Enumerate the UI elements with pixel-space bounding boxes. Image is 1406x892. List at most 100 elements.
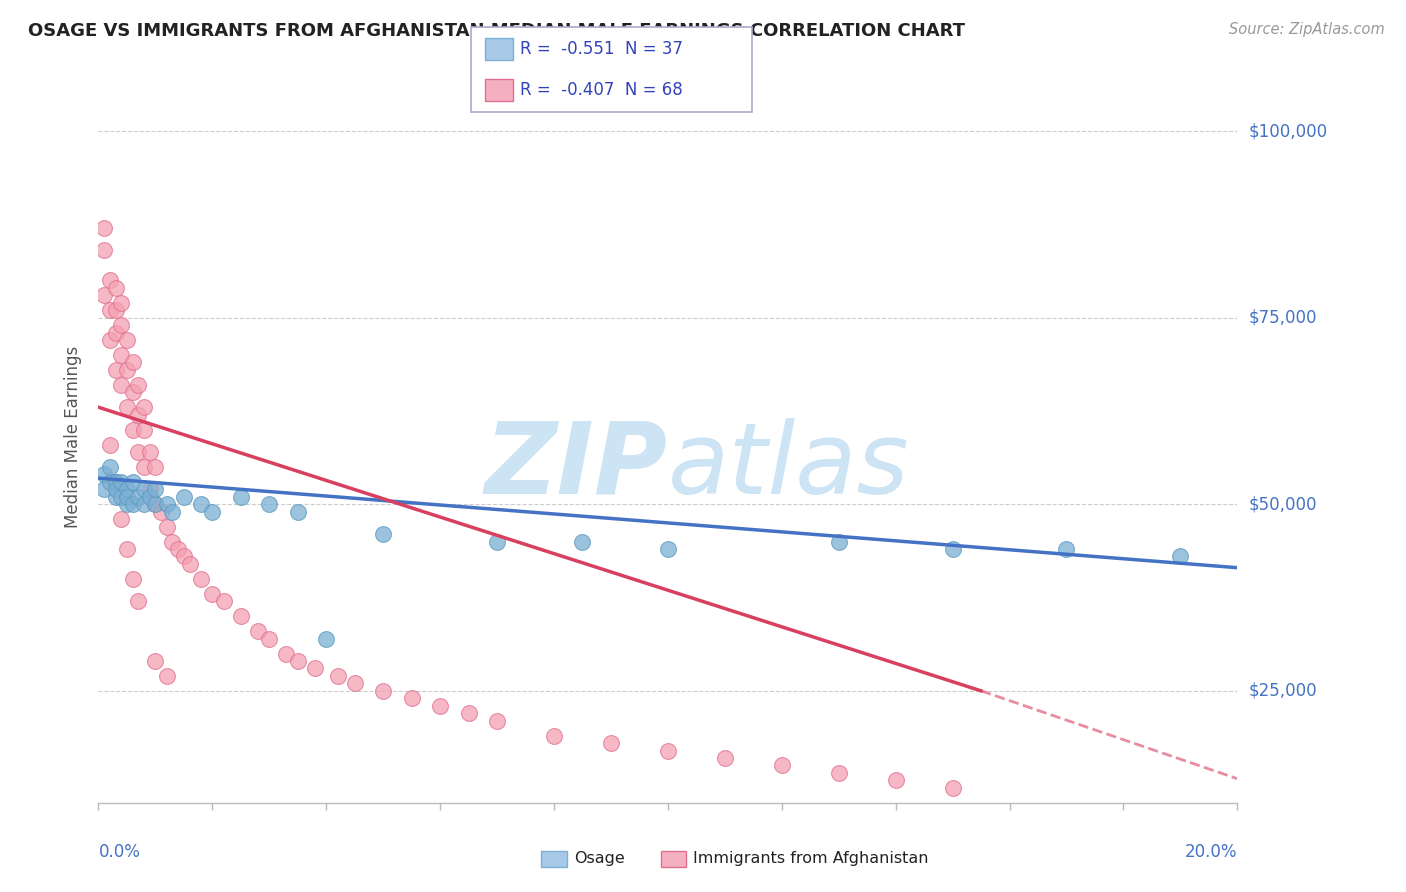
Point xyxy=(132,497,155,511)
Point xyxy=(98,303,121,318)
Point xyxy=(110,475,132,489)
Text: $25,000: $25,000 xyxy=(1249,681,1317,700)
Point xyxy=(121,497,143,511)
Y-axis label: Median Male Earnings: Median Male Earnings xyxy=(65,346,83,528)
Point xyxy=(145,497,167,511)
Point xyxy=(229,490,252,504)
Point xyxy=(156,669,179,683)
Point xyxy=(104,303,127,318)
Point xyxy=(104,326,127,340)
Point xyxy=(373,683,395,698)
Text: 20.0%: 20.0% xyxy=(1185,843,1237,861)
Point xyxy=(121,423,143,437)
Point xyxy=(98,459,121,474)
Point xyxy=(127,445,149,459)
Point xyxy=(115,483,138,497)
Text: Immigrants from Afghanistan: Immigrants from Afghanistan xyxy=(693,852,928,866)
Point xyxy=(138,445,160,459)
Point xyxy=(304,661,326,675)
Point xyxy=(259,632,281,646)
Point xyxy=(150,505,173,519)
Point xyxy=(127,490,149,504)
Point xyxy=(145,483,167,497)
Point xyxy=(190,497,212,511)
Point xyxy=(246,624,269,639)
Point xyxy=(942,780,965,795)
Point xyxy=(138,490,160,504)
Point xyxy=(121,572,143,586)
Point xyxy=(115,333,138,347)
Text: 0.0%: 0.0% xyxy=(98,843,141,861)
Point xyxy=(343,676,366,690)
Point xyxy=(115,363,138,377)
Text: ZIP: ZIP xyxy=(485,417,668,515)
Text: $100,000: $100,000 xyxy=(1249,122,1327,140)
Point xyxy=(127,408,149,422)
Point xyxy=(173,549,195,564)
Text: R =  -0.407  N = 68: R = -0.407 N = 68 xyxy=(520,81,683,99)
Point xyxy=(571,534,593,549)
Point xyxy=(104,483,127,497)
Point xyxy=(110,512,132,526)
Point xyxy=(98,333,121,347)
Point xyxy=(714,751,737,765)
Point xyxy=(110,348,132,362)
Point xyxy=(942,542,965,557)
Point xyxy=(110,295,132,310)
Point xyxy=(657,542,679,557)
Point xyxy=(156,519,179,533)
Point xyxy=(486,534,509,549)
Point xyxy=(287,654,309,668)
Point xyxy=(110,490,132,504)
Point xyxy=(457,706,479,721)
Point xyxy=(401,691,423,706)
Text: Osage: Osage xyxy=(574,852,624,866)
Point xyxy=(828,766,851,780)
Point xyxy=(93,483,115,497)
Point xyxy=(156,497,179,511)
Point xyxy=(543,729,565,743)
Point xyxy=(162,505,184,519)
Point xyxy=(127,377,149,392)
Point xyxy=(115,401,138,415)
Point xyxy=(657,743,679,757)
Point xyxy=(1056,542,1078,557)
Point xyxy=(287,505,309,519)
Point xyxy=(98,437,121,451)
Point xyxy=(104,363,127,377)
Point xyxy=(600,736,623,750)
Point xyxy=(201,505,224,519)
Point xyxy=(259,497,281,511)
Point xyxy=(104,281,127,295)
Point xyxy=(145,654,167,668)
Point xyxy=(276,647,298,661)
Point xyxy=(132,401,155,415)
Point xyxy=(115,490,138,504)
Text: OSAGE VS IMMIGRANTS FROM AFGHANISTAN MEDIAN MALE EARNINGS CORRELATION CHART: OSAGE VS IMMIGRANTS FROM AFGHANISTAN MED… xyxy=(28,22,965,40)
Point xyxy=(132,459,155,474)
Point xyxy=(93,288,115,302)
Point xyxy=(486,714,509,728)
Point xyxy=(115,542,138,557)
Point xyxy=(132,423,155,437)
Point xyxy=(121,475,143,489)
Point xyxy=(121,385,143,400)
Point xyxy=(127,594,149,608)
Point xyxy=(138,483,160,497)
Point xyxy=(770,758,793,772)
Point xyxy=(121,355,143,369)
Text: atlas: atlas xyxy=(668,417,910,515)
Point xyxy=(173,490,195,504)
Point xyxy=(212,594,235,608)
Text: Source: ZipAtlas.com: Source: ZipAtlas.com xyxy=(1229,22,1385,37)
Text: $75,000: $75,000 xyxy=(1249,309,1317,326)
Point xyxy=(429,698,451,713)
Point xyxy=(884,773,907,788)
Point xyxy=(145,497,167,511)
Point xyxy=(167,542,190,557)
Point xyxy=(93,244,115,258)
Point xyxy=(104,475,127,489)
Point xyxy=(132,483,155,497)
Point xyxy=(115,497,138,511)
Point xyxy=(110,377,132,392)
